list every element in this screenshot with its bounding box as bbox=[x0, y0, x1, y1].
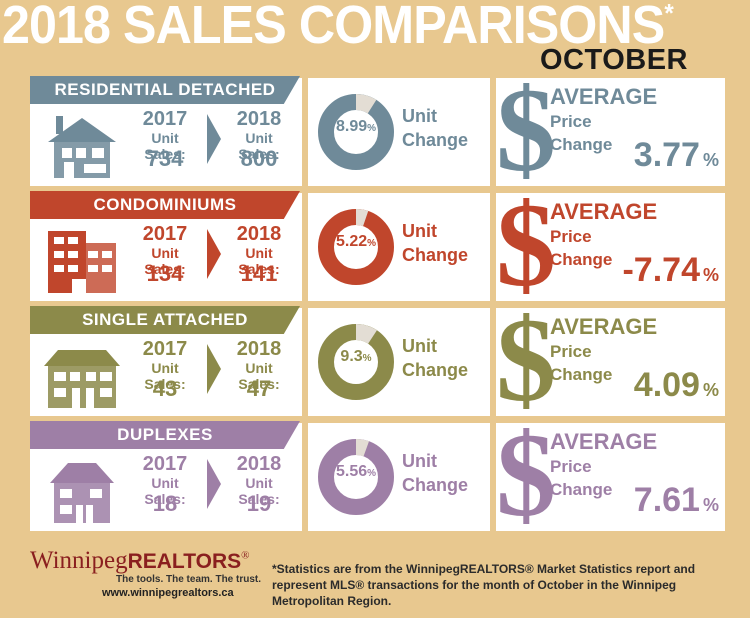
unit-sales-label: Unit Sales: bbox=[144, 360, 186, 392]
building-icon bbox=[42, 112, 122, 185]
unit-change-slice bbox=[355, 438, 370, 457]
unit-change-donut bbox=[314, 320, 398, 409]
dollar-icon: $ bbox=[496, 63, 556, 196]
category-banner: SINGLE ATTACHED bbox=[30, 306, 300, 334]
average-label: AVERAGE bbox=[550, 429, 658, 454]
unit-sales-panel: DUPLEXES 2017 Unit Sales: 18 2018 Unit S… bbox=[30, 421, 302, 531]
unit-sales-label: Unit Sales: bbox=[238, 360, 280, 392]
unit-change-slice bbox=[355, 209, 369, 227]
unit-sales-label: Unit Sales: bbox=[238, 475, 280, 507]
avg-price-change-value: 7.61% bbox=[633, 481, 719, 519]
unit-sales-panel: SINGLE ATTACHED 2017 Unit Sales: 43 2018… bbox=[30, 306, 302, 416]
year-2017: 2017 bbox=[142, 453, 188, 475]
unit-sales-panel: CONDOMINIUMS 2017 Unit Sales: 134 2018 U… bbox=[30, 191, 302, 301]
price-change-label: Price Change bbox=[550, 227, 613, 269]
page-title: 2018 SALES COMPARISONS* bbox=[2, 0, 674, 55]
unit-change-value: 5.56% bbox=[335, 463, 377, 480]
avg-price-change-value: 3.77% bbox=[633, 136, 719, 174]
category-row: SINGLE ATTACHED 2017 Unit Sales: 43 2018… bbox=[30, 293, 725, 426]
price-change-panel: $ AVERAGE Price Change -7.74% bbox=[496, 178, 725, 311]
unit-sales-label: Unit Sales: bbox=[144, 475, 186, 507]
unit-change-slice bbox=[355, 324, 377, 344]
building-icon bbox=[42, 227, 122, 300]
category-banner: RESIDENTIAL DETACHED bbox=[30, 76, 300, 104]
category-row: CONDOMINIUMS 2017 Unit Sales: 134 2018 U… bbox=[30, 178, 725, 311]
footnote: *Statistics are from the WinnipegREALTOR… bbox=[272, 562, 696, 608]
unit-change-donut bbox=[314, 435, 398, 524]
average-label: AVERAGE bbox=[550, 199, 658, 224]
price-change-panel: $ AVERAGE Price Change 7.61% bbox=[496, 408, 725, 541]
building-icon bbox=[42, 342, 122, 415]
unit-change-label: Unit Change bbox=[402, 451, 469, 495]
category-row: RESIDENTIAL DETACHED 2017 Unit Sales: 73… bbox=[30, 63, 725, 196]
price-change-panel: $ AVERAGE Price Change 4.09% bbox=[496, 293, 725, 426]
year-2018: 2018 bbox=[236, 223, 282, 245]
dollar-icon: $ bbox=[496, 178, 556, 311]
sales-2018: 141 bbox=[240, 261, 278, 286]
arrow-right-icon bbox=[207, 114, 221, 164]
category-banner: CONDOMINIUMS bbox=[30, 191, 300, 219]
unit-change-label: Unit Change bbox=[402, 106, 469, 150]
unit-sales-label: Unit Sales: bbox=[144, 245, 186, 277]
unit-change-label: Unit Change bbox=[402, 336, 469, 380]
year-2017: 2017 bbox=[142, 108, 188, 130]
price-change-panel: $ AVERAGE Price Change 3.77% bbox=[496, 63, 725, 196]
sales-2018: 47 bbox=[246, 376, 272, 401]
sales-2018: 800 bbox=[240, 146, 278, 171]
unit-change-value: 5.22% bbox=[335, 233, 377, 250]
category-banner: DUPLEXES bbox=[30, 421, 300, 449]
unit-change-value: 9.3% bbox=[340, 348, 372, 365]
building-icon bbox=[42, 457, 122, 530]
dollar-icon: $ bbox=[496, 293, 556, 426]
avg-price-change-value: 4.09% bbox=[633, 366, 719, 404]
average-label: AVERAGE bbox=[550, 84, 658, 109]
year-2017: 2017 bbox=[142, 223, 188, 245]
dollar-icon: $ bbox=[496, 408, 556, 541]
unit-change-label: Unit Change bbox=[402, 221, 469, 265]
average-label: AVERAGE bbox=[550, 314, 658, 339]
month-label: OCTOBER bbox=[540, 44, 688, 76]
arrow-right-icon bbox=[207, 459, 221, 509]
year-2018: 2018 bbox=[236, 338, 282, 360]
avg-price-change-value: -7.74% bbox=[622, 251, 719, 289]
winnipeg-realtors-logo: WinnipegREALTORS® bbox=[30, 547, 250, 574]
arrow-right-icon bbox=[207, 344, 221, 394]
category-row: DUPLEXES 2017 Unit Sales: 18 2018 Unit S… bbox=[30, 408, 725, 541]
unit-change-panel: 5.56% Unit Change bbox=[308, 423, 490, 531]
sales-2017: 18 bbox=[152, 491, 178, 516]
unit-change-panel: 5.22% Unit Change bbox=[308, 193, 490, 301]
year-2018: 2018 bbox=[236, 108, 282, 130]
unit-sales-label: Unit Sales: bbox=[238, 245, 280, 277]
arrow-right-icon bbox=[207, 229, 221, 279]
unit-change-donut bbox=[314, 90, 398, 179]
year-2018: 2018 bbox=[236, 453, 282, 475]
sales-2017: 134 bbox=[146, 261, 184, 286]
unit-sales-label: Unit Sales: bbox=[238, 130, 280, 162]
unit-change-panel: 8.99% Unit Change bbox=[308, 78, 490, 186]
unit-change-slice bbox=[355, 94, 377, 114]
price-change-label: Price Change bbox=[550, 457, 613, 499]
sales-2017: 734 bbox=[146, 146, 184, 171]
website-link[interactable]: www.winnipegrealtors.ca bbox=[102, 587, 234, 599]
unit-change-panel: 9.3% Unit Change bbox=[308, 308, 490, 416]
year-2017: 2017 bbox=[142, 338, 188, 360]
sales-2017: 43 bbox=[152, 376, 178, 401]
price-change-label: Price Change bbox=[550, 112, 613, 154]
unit-change-value: 8.99% bbox=[335, 118, 377, 135]
unit-change-donut bbox=[314, 205, 398, 294]
price-change-label: Price Change bbox=[550, 342, 613, 384]
unit-sales-label: Unit Sales: bbox=[144, 130, 186, 162]
tagline: The tools. The team. The trust. bbox=[116, 574, 262, 585]
unit-sales-panel: RESIDENTIAL DETACHED 2017 Unit Sales: 73… bbox=[30, 76, 302, 186]
sales-2018: 19 bbox=[246, 491, 272, 516]
